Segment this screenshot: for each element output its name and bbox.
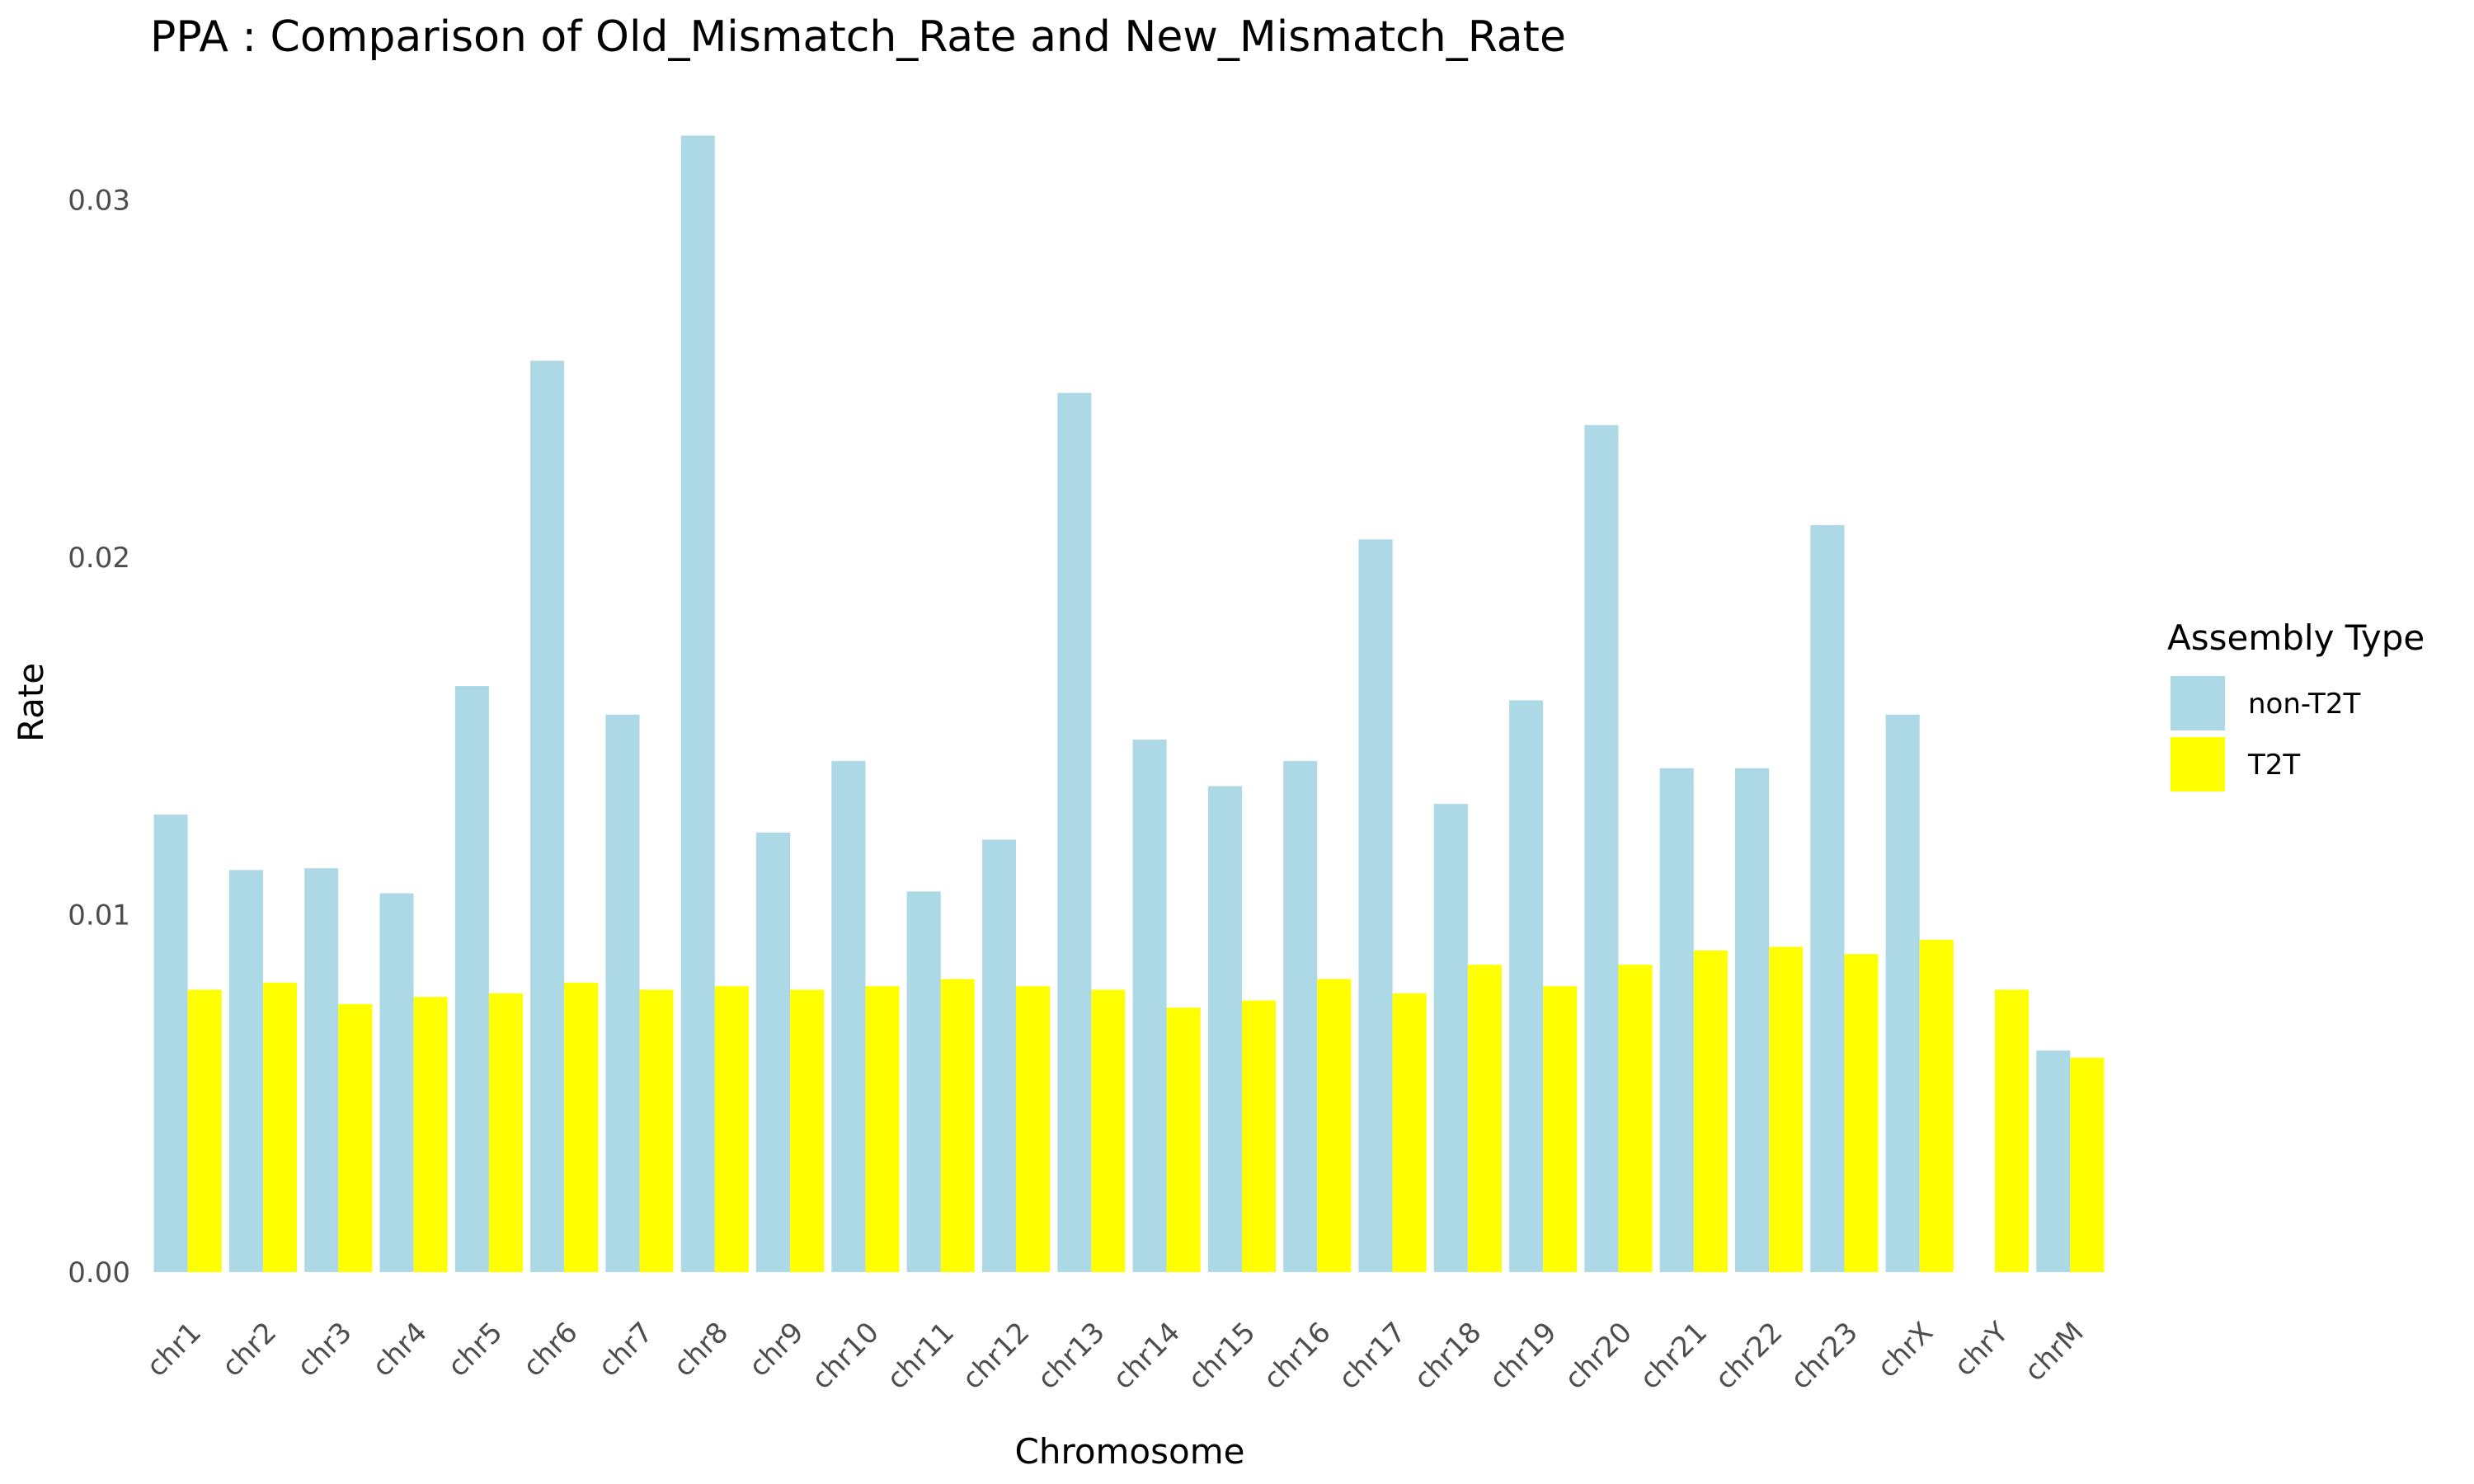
x-tick-label: chr22 [1709,1316,1789,1396]
bar-t2t-chr4 [413,997,448,1272]
x-tick-label: chrY [1948,1316,2015,1383]
x-tick-label: chr23 [1785,1316,1865,1396]
bar-t2t-chr1 [187,989,222,1272]
x-tick-label: chr9 [743,1316,811,1383]
bar-non-t2t-chr17 [1358,539,1393,1272]
bar-non-t2t-chr2 [228,870,263,1272]
bar-non-t2t-chr9 [756,832,791,1272]
x-tick-label: chr20 [1559,1316,1639,1396]
x-tick-label: chr13 [1031,1316,1111,1396]
bar-t2t-chr16 [1317,979,1352,1272]
x-tick-label: chr21 [1634,1316,1714,1396]
x-tick-label: chr5 [441,1316,509,1383]
bar-non-t2t-chr12 [981,839,1017,1272]
legend-label: non-T2T [2248,688,2360,721]
bar-non-t2t-chr11 [906,891,941,1272]
y-tick-label: 0.00 [68,1256,130,1289]
bar-t2t-chrX [1919,939,1954,1272]
x-axis: chr1 chr2 chr3 chr4 chr5 chr6 chr7 chr8 chr9chr1… [140,1316,2091,1396]
x-tick-label: chr14 [1107,1316,1187,1396]
bar-non-t2t-chr15 [1207,786,1242,1272]
x-tick-label: chr2 [215,1316,283,1383]
x-tick-label: chr12 [956,1316,1036,1396]
bar-t2t-chr23 [1844,954,1879,1272]
bar-t2t-chr5 [488,993,523,1272]
bar-non-t2t-chr21 [1659,768,1694,1272]
x-tick-label: chrX [1871,1316,1940,1384]
bar-non-t2t-chr10 [831,761,866,1272]
x-tick-label: chr7 [592,1316,660,1383]
chart-title: PPA : Comparison of Old_Mismatch_Rate an… [150,12,1566,62]
plot-area [153,135,2105,1273]
bar-t2t-chr13 [1091,989,1126,1272]
bar-non-t2t-chr3 [304,868,339,1272]
y-tick-label: 0.03 [68,185,130,218]
bar-non-t2t-chrX [1885,714,1920,1272]
bar-t2t-chr14 [1166,1007,1201,1272]
legend-swatch-non-t2t [2171,676,2225,730]
x-tick-label: chr17 [1333,1316,1413,1396]
x-tick-label: chr8 [667,1316,735,1383]
bar-non-t2t-chr5 [454,686,489,1272]
bar-t2t-chr10 [865,986,900,1272]
bar-non-t2t-chr4 [379,893,414,1272]
y-axis: 0.00 0.01 0.02 0.03 [68,185,130,1290]
bar-t2t-chr21 [1693,950,1728,1272]
bar-non-t2t-chrM [2036,1050,2071,1272]
y-tick-label: 0.01 [68,899,130,932]
legend-swatch-t2t [2171,737,2225,791]
bar-t2t-chr22 [1769,946,1804,1272]
bar-non-t2t-chr7 [605,714,640,1272]
bar-non-t2t-chr13 [1057,392,1092,1273]
bar-t2t-chr2 [262,982,298,1272]
bar-non-t2t-chr6 [530,360,565,1273]
bar-t2t-chr20 [1618,965,1653,1272]
bar-non-t2t-chr1 [153,815,188,1272]
y-tick-label: 0.02 [68,542,130,575]
bar-t2t-chrY [1995,989,2030,1272]
bar-non-t2t-chr16 [1283,761,1318,1272]
bar-t2t-chr15 [1241,1000,1277,1272]
x-tick-label: chr10 [806,1316,886,1396]
x-tick-label: chr1 [140,1316,208,1383]
x-tick-label: chr11 [881,1316,961,1396]
bar-non-t2t-chr8 [680,135,715,1273]
bar-non-t2t-chr19 [1509,700,1544,1272]
bar-t2t-chr8 [714,986,749,1272]
bar-non-t2t-chr20 [1584,425,1619,1272]
x-tick-label: chr6 [517,1316,585,1383]
bar-non-t2t-chr23 [1810,524,1845,1272]
bar-t2t-chr17 [1392,993,1427,1272]
bar-t2t-chr3 [338,1003,373,1272]
bar-non-t2t-chr18 [1433,804,1468,1272]
legend-title: Assembly Type [2167,618,2425,658]
bar-non-t2t-chr22 [1735,768,1770,1272]
bar-t2t-chr11 [940,979,975,1272]
bar-t2t-chr7 [639,989,674,1272]
bar-t2t-chr9 [790,989,825,1272]
legend-label: T2T [2247,749,2300,782]
bar-t2t-chr19 [1543,986,1578,1272]
x-axis-title: Chromosome [1015,1431,1245,1472]
bar-t2t-chr18 [1467,965,1502,1272]
y-axis-title: Rate [11,663,51,742]
x-tick-label: chrM [2018,1316,2090,1388]
bar-t2t-chr6 [564,982,599,1272]
x-tick-label: chr18 [1408,1316,1488,1396]
x-tick-label: chr15 [1182,1316,1262,1396]
x-tick-label: chr4 [366,1316,434,1383]
x-tick-label: chr16 [1257,1316,1337,1396]
x-tick-label: chr3 [291,1316,359,1383]
bar-non-t2t-chr14 [1132,740,1167,1272]
bar-t2t-chrM [2070,1057,2105,1272]
x-tick-label: chr19 [1483,1316,1563,1396]
bar-t2t-chr12 [1016,986,1051,1272]
legend: Assembly Type non-T2T T2T [2167,618,2425,791]
